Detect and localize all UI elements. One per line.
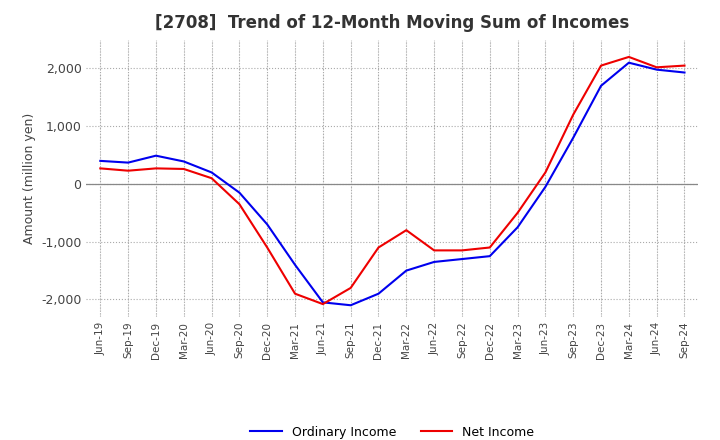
- Net Income: [179, 166, 188, 172]
- Net Income: [513, 210, 522, 216]
- Ordinary Income: [569, 135, 577, 140]
- Net Income: [541, 170, 550, 175]
- Ordinary Income: [207, 170, 216, 175]
- Net Income: [263, 245, 271, 250]
- Ordinary Income: [291, 262, 300, 268]
- Net Income: [430, 248, 438, 253]
- Net Income: [291, 291, 300, 297]
- Net Income: [569, 112, 577, 117]
- Legend: Ordinary Income, Net Income: Ordinary Income, Net Income: [246, 421, 539, 440]
- Ordinary Income: [96, 158, 104, 164]
- Ordinary Income: [485, 253, 494, 259]
- Ordinary Income: [652, 67, 661, 72]
- Ordinary Income: [235, 190, 243, 195]
- Ordinary Income: [346, 303, 355, 308]
- Net Income: [652, 65, 661, 70]
- Y-axis label: Amount (million yen): Amount (million yen): [22, 113, 35, 244]
- Ordinary Income: [318, 300, 327, 305]
- Ordinary Income: [541, 184, 550, 190]
- Line: Ordinary Income: Ordinary Income: [100, 62, 685, 305]
- Net Income: [152, 166, 161, 171]
- Ordinary Income: [179, 159, 188, 164]
- Ordinary Income: [513, 225, 522, 230]
- Ordinary Income: [458, 257, 467, 262]
- Net Income: [458, 248, 467, 253]
- Ordinary Income: [430, 259, 438, 264]
- Ordinary Income: [263, 222, 271, 227]
- Ordinary Income: [124, 160, 132, 165]
- Net Income: [402, 227, 410, 233]
- Ordinary Income: [597, 83, 606, 88]
- Net Income: [346, 285, 355, 290]
- Net Income: [680, 63, 689, 68]
- Net Income: [374, 245, 383, 250]
- Net Income: [124, 168, 132, 173]
- Net Income: [235, 202, 243, 207]
- Ordinary Income: [152, 153, 161, 158]
- Line: Net Income: Net Income: [100, 57, 685, 304]
- Ordinary Income: [680, 70, 689, 75]
- Net Income: [207, 176, 216, 181]
- Net Income: [485, 245, 494, 250]
- Net Income: [597, 63, 606, 68]
- Net Income: [318, 301, 327, 307]
- Net Income: [96, 166, 104, 171]
- Ordinary Income: [374, 291, 383, 297]
- Title: [2708]  Trend of 12-Month Moving Sum of Incomes: [2708] Trend of 12-Month Moving Sum of I…: [156, 15, 629, 33]
- Ordinary Income: [402, 268, 410, 273]
- Net Income: [624, 54, 633, 59]
- Ordinary Income: [624, 60, 633, 65]
